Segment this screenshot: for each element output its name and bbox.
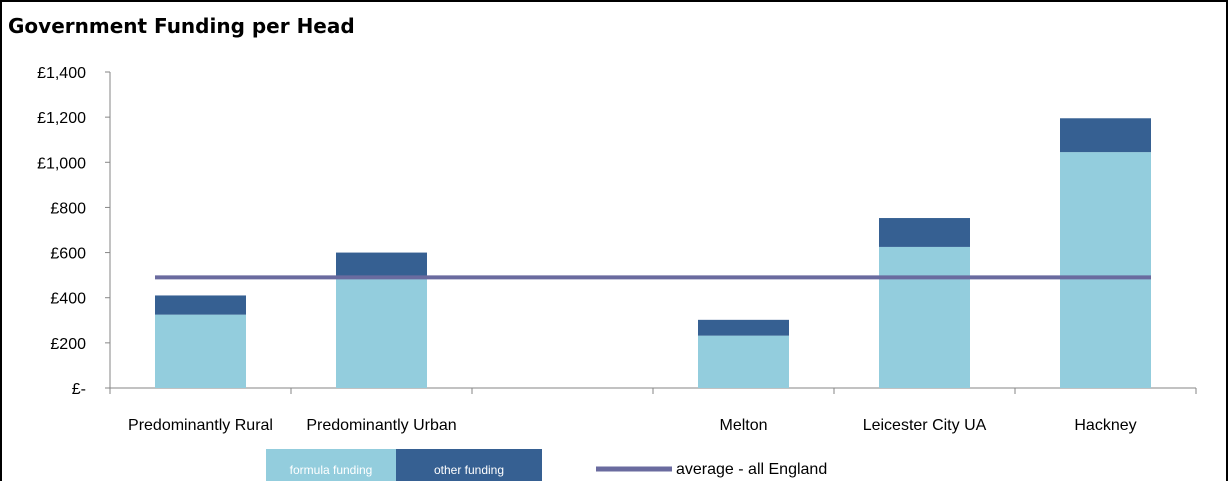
category-label: Predominantly Rural [128,417,273,434]
y-tick-label: £200 [50,336,86,353]
bar-other-funding [879,218,970,247]
legend: formula funding other funding average - al… [266,449,827,481]
bar-other-funding [1060,118,1151,153]
bar-formula-funding [879,246,970,388]
y-tick-label: £600 [50,246,86,263]
y-tick-label: £1,200 [37,110,86,127]
legend-swatch-formula-funding [266,449,396,481]
bar-formula-funding [155,314,246,388]
y-tick-label: £1,400 [37,65,86,82]
y-tick-label: £1,000 [37,155,86,172]
bar-other-funding [698,319,789,336]
legend-swatch-other-funding [396,449,542,481]
legend-label: other funding [434,463,504,477]
y-tick-label: £- [72,381,86,398]
bar-formula-funding [698,335,789,388]
axes: £- £200 £400 £600 £800 £1,000 £1,200 £1,400 [37,65,1197,398]
category-label: Melton [719,417,767,434]
bars [155,118,1151,388]
category-labels: Predominantly Rural Predominantly Urban Me… [128,417,1137,434]
chart-title: Government Funding per Head [8,14,355,38]
y-tick-label: £400 [50,291,86,308]
legend-average-label: average - all England [676,461,827,478]
bar-other-funding [155,295,246,315]
bar-formula-funding [336,276,427,388]
bar-other-funding [336,252,427,277]
category-label: Predominantly Urban [306,417,456,434]
category-label: Leicester City UA [863,417,987,434]
legend-label: formula funding [290,463,373,477]
y-tick-label: £800 [50,200,86,217]
bar-formula-funding [1060,152,1151,388]
category-label: Hackney [1074,417,1136,434]
